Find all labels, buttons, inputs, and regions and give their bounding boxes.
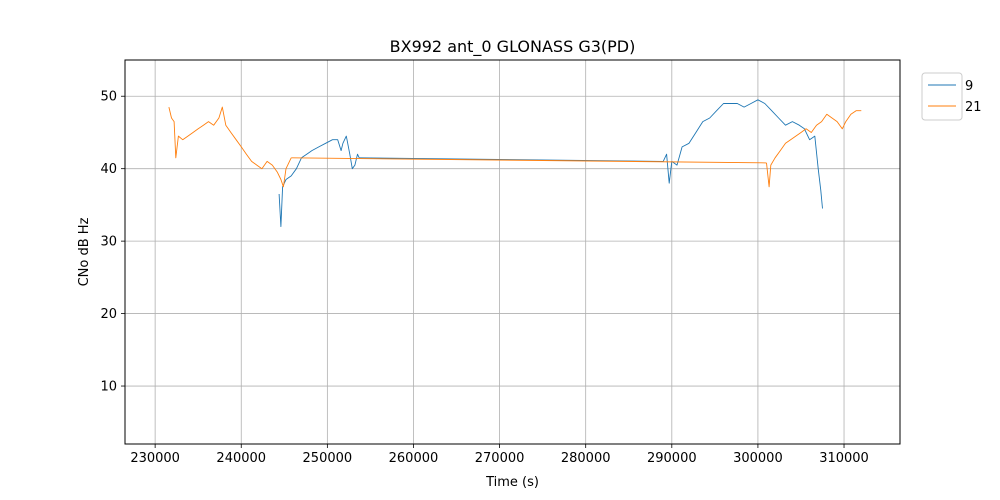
series-21-line (291, 157, 767, 164)
series-21-line (168, 106, 292, 188)
x-tick-label: 310000 (819, 451, 869, 466)
y-tick-label: 40 (100, 162, 117, 177)
x-tick-label: 240000 (216, 451, 266, 466)
x-tick-label: 260000 (389, 451, 439, 466)
x-tick-label: 250000 (303, 451, 353, 466)
y-tick-label: 20 (100, 307, 117, 322)
x-axis-label: Time (s) (485, 475, 539, 490)
plot-frame (124, 59, 901, 445)
x-ticks: 230000 240000 250000 260000 270000 280000 2900… (130, 444, 869, 466)
x-tick-label: 270000 (475, 451, 525, 466)
series-9-line (662, 99, 823, 209)
series-9-line (278, 135, 360, 228)
legend: 9 21 (921, 72, 982, 121)
y-tick-label: 30 (100, 235, 117, 250)
legend-label-21: 21 (965, 100, 982, 115)
legend-box (921, 72, 963, 121)
chart-title: BX992 ant_0 GLONASS G3(PD) (390, 37, 636, 57)
y-axis-label: CNo dB Hz (77, 217, 92, 286)
y-ticks: 10 20 30 40 50 (100, 90, 125, 395)
series-21-line (766, 110, 862, 188)
y-tick-label: 10 (100, 380, 117, 395)
x-tick-label: 300000 (733, 451, 783, 466)
x-tick-label: 280000 (561, 451, 611, 466)
x-tick-label: 290000 (647, 451, 697, 466)
legend-label-9: 9 (965, 79, 973, 94)
series-layer (168, 99, 862, 228)
x-tick-label: 230000 (130, 451, 180, 466)
y-tick-label: 50 (100, 90, 117, 105)
